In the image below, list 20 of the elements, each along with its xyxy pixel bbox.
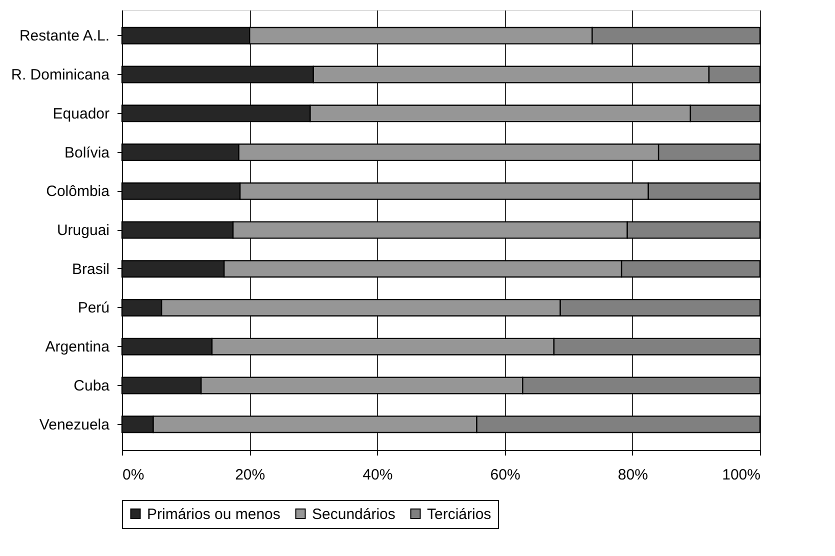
x-tick-label: 20%: [235, 466, 266, 484]
x-tick-label: 100%: [722, 466, 760, 484]
y-tick-label: Argentina: [45, 338, 110, 356]
x-tick-label: 0%: [122, 466, 144, 484]
y-tick-label: Bolívia: [64, 144, 110, 162]
y-tick-label: Equador: [52, 105, 110, 122]
y-tick-label: Brasil: [72, 260, 110, 278]
x-tick-label: 80%: [618, 466, 648, 484]
legend-label: Secundários: [312, 506, 396, 523]
legend-label: Terciários: [427, 506, 492, 523]
y-tick-label: Perú: [78, 300, 110, 317]
y-tick-label: Colômbia: [46, 183, 110, 200]
y-tick-label: Cuba: [74, 377, 110, 394]
legend-label: Primários ou menos: [147, 506, 280, 523]
y-tick-label: Venezuela: [39, 416, 110, 434]
y-tick-label: Restante A.L.: [19, 28, 110, 45]
x-tick-label: 60%: [490, 466, 520, 484]
x-tick-label: 40%: [362, 466, 393, 484]
y-tick-label: Uruguai: [56, 222, 110, 239]
y-tick-label: R. Dominicana: [11, 66, 110, 84]
